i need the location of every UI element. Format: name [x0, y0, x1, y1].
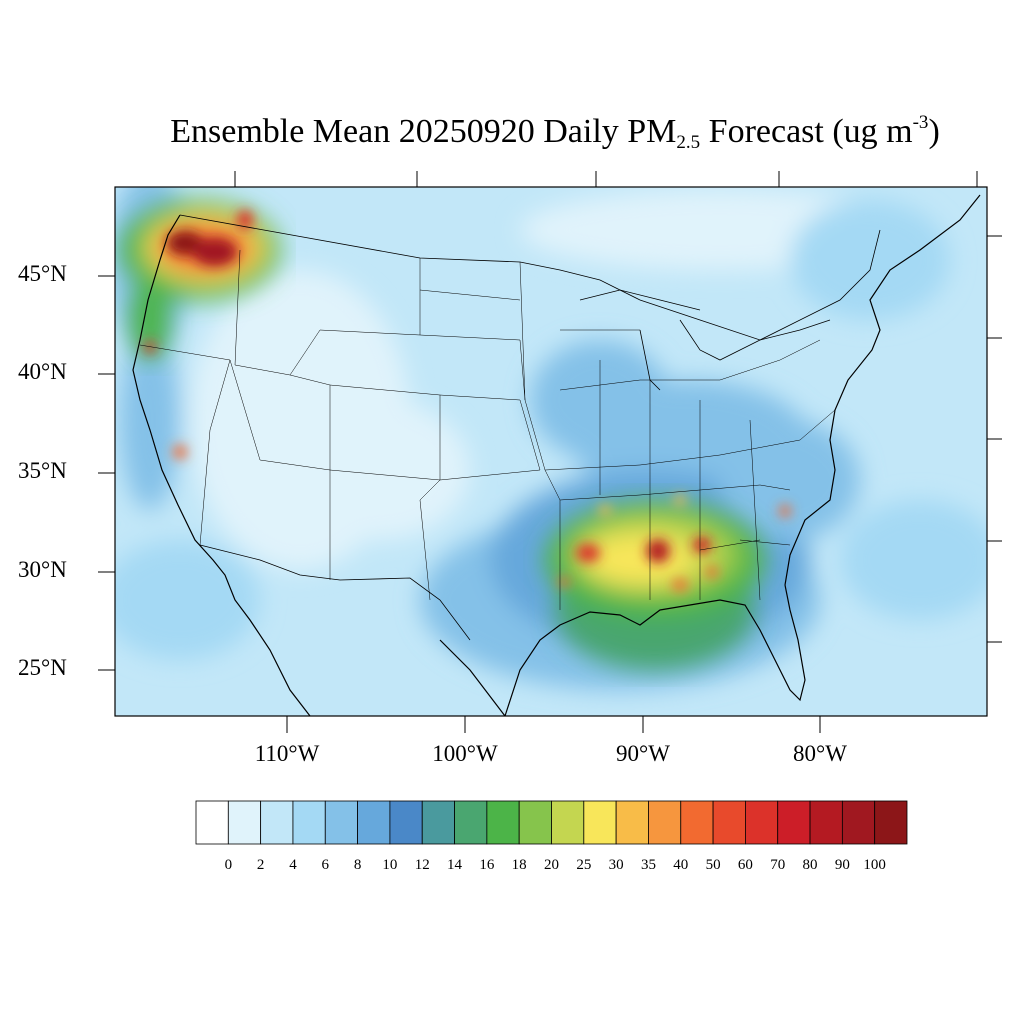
colorbar-box	[518, 800, 552, 845]
lat-label-25n: 25°N	[18, 655, 67, 680]
colorbar-box	[389, 800, 423, 845]
colorbar-box	[227, 800, 262, 845]
colorbar-tick-label: 10	[382, 857, 398, 873]
colorbar-box	[680, 800, 714, 845]
colorbar-box	[357, 800, 391, 845]
colorbar-box	[777, 800, 811, 845]
field-hotspots	[144, 210, 791, 591]
colorbar-box	[583, 800, 617, 845]
colorbar-box	[486, 800, 520, 845]
colorbar-tick-label: 25	[576, 857, 592, 873]
colorbar-tick-label: 70	[770, 857, 786, 873]
colorbar-box	[260, 800, 294, 845]
border-mexico	[199, 544, 471, 641]
tick-marks	[98, 171, 1002, 733]
colorbar-tick-label: 16	[479, 857, 495, 873]
colorbar-box	[292, 800, 326, 845]
coastline-atlantic	[784, 194, 981, 586]
colorbar-box	[421, 800, 455, 845]
colorbar-tick-label: 4	[289, 857, 297, 873]
colorbar-box	[712, 800, 746, 845]
colorbar-tick-label: 14	[447, 857, 463, 873]
colorbar-box	[551, 800, 585, 845]
lat-label-45n: 45°N	[18, 261, 67, 286]
coastline-gulf	[439, 584, 806, 716]
colorbar-tick-label: 12	[414, 857, 430, 873]
colorbar-tick-label: 0	[224, 857, 233, 873]
colorbar-box	[809, 800, 843, 845]
colorbar-tick-label: 18	[511, 857, 527, 873]
colorbar-tick-label: 40	[673, 857, 689, 873]
lon-label-80w: 80°W	[793, 741, 847, 766]
colorbar-tick-label: 90	[834, 857, 850, 873]
map-frame	[114, 186, 988, 717]
lon-label-100w: 100°W	[432, 741, 498, 766]
border-canada	[179, 214, 881, 341]
boundaries	[132, 194, 981, 716]
colorbar-box	[874, 800, 908, 845]
colorbar-tick-label: 30	[608, 857, 624, 873]
colorbar-box	[454, 800, 488, 845]
colorbar	[195, 800, 908, 845]
colorbar-tick-label: 2	[256, 857, 265, 873]
colorbar-box	[195, 800, 229, 845]
colorbar-tick-label: 8	[353, 857, 362, 873]
lon-label-110w: 110°W	[254, 741, 320, 766]
colorbar-tick-label: 60	[737, 857, 753, 873]
colorbar-box	[841, 800, 876, 845]
colorbar-box	[648, 800, 682, 845]
lat-label-35n: 35°N	[18, 458, 67, 483]
colorbar-tick-label: 20	[544, 857, 559, 873]
state-lines	[139, 249, 836, 610]
colorbar-tick-label: 80	[802, 857, 818, 873]
pm25-field	[115, 187, 987, 716]
colorbar-tick-label: 100	[863, 857, 886, 873]
colorbar-box	[745, 800, 779, 845]
colorbar-tick-label: 50	[705, 857, 721, 873]
colorbar-box	[615, 800, 649, 845]
colorbar-tick-label: 35	[640, 857, 656, 873]
colorbar-box	[324, 800, 358, 845]
lat-label-40n: 40°N	[18, 359, 67, 384]
coastline-pacific	[132, 214, 311, 716]
colorbar-tick-label: 6	[321, 857, 330, 873]
chart-title: Ensemble Mean 20250920 Daily PM2.5 Forec…	[170, 112, 940, 153]
field-southeast	[545, 500, 765, 670]
lon-label-90w: 90°W	[616, 741, 670, 766]
lat-label-30n: 30°N	[18, 557, 67, 582]
